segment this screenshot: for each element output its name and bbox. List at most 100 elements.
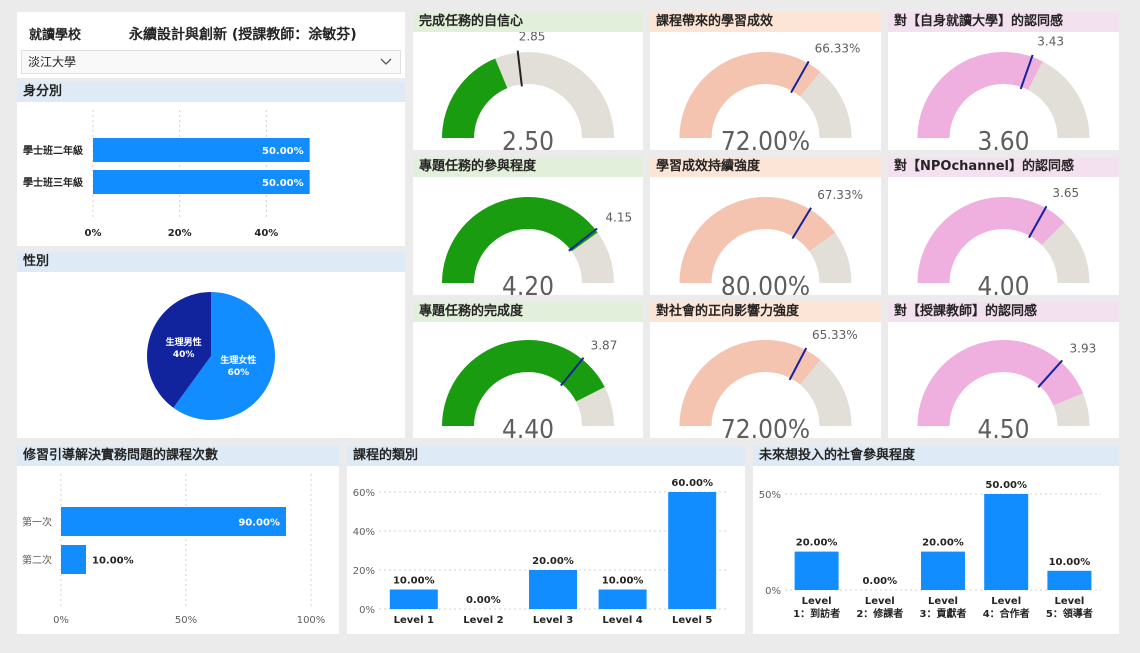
gauge-card: 專題任務的參與程度 4.15 4.20 <box>413 157 643 295</box>
gauge-target-label: 3.93 <box>1070 341 1097 355</box>
identity-x-tick: 0% <box>85 228 102 239</box>
course-type-section-title: 課程的類別 <box>347 446 745 466</box>
gauge-target-marker <box>790 60 810 94</box>
social-category-label: Level <box>1054 596 1084 607</box>
page-title: 永續設計與創新 (授課教師：涂敏芬) <box>129 27 357 43</box>
gauge-value-label: 72.00% <box>721 127 810 150</box>
coursetype-category-label: Level 4 <box>602 615 642 626</box>
social-data-label: 20.00% <box>796 538 838 549</box>
identity-section-title: 身分別 <box>17 82 405 102</box>
courses-x-tick: 50% <box>175 615 197 626</box>
coursetype-bar[interactable] <box>389 589 438 610</box>
social-category-label: Level <box>802 596 832 607</box>
identity-data-label: 50.00% <box>262 146 304 157</box>
gauge-chart: 65.33% 72.00% <box>679 328 858 438</box>
courses-x-tick: 0% <box>53 615 69 626</box>
gauge-value-label: 4.40 <box>502 415 554 438</box>
coursetype-category-label: Level 3 <box>533 615 573 626</box>
coursetype-category-label: Level 1 <box>394 615 434 626</box>
gauge-value-arc <box>679 197 836 283</box>
identity-data-label: 50.00% <box>262 178 304 189</box>
gauge-value-label: 4.00 <box>977 272 1029 295</box>
gauge-target-marker <box>1019 54 1034 90</box>
social-bar[interactable] <box>921 551 965 590</box>
pie-slice[interactable] <box>147 292 211 408</box>
identity-bar[interactable] <box>93 170 310 194</box>
social-data-label: 0.00% <box>862 576 897 587</box>
identity-bar-chart: 0% 20% 40% 學士班二年級 50.00% 學士班三年級 50.00% <box>23 110 310 239</box>
gauge-card: 學習成效持續強度 67.33% 80.00% <box>650 157 881 295</box>
gauge-chart: 2.85 2.50 <box>442 32 614 150</box>
gauge-target-marker <box>1028 205 1048 239</box>
chevron-down-icon[interactable] <box>380 51 392 80</box>
gauge-value-label: 72.00% <box>721 415 810 438</box>
coursetype-data-label: 20.00% <box>532 556 574 567</box>
gauge-chart: 3.87 4.40 <box>442 339 617 438</box>
courses-bar[interactable] <box>61 545 86 574</box>
identity-bar[interactable] <box>93 138 310 162</box>
gauge-card: 完成任務的自信心 2.85 2.50 <box>413 12 643 150</box>
social-category-label: 1：到訪者 <box>793 607 840 620</box>
courses-count-panel: 修習引導解決實務問題的課程次數 0% 50% 100% 第一次 90.00% 第二次 10.… <box>17 446 339 634</box>
social-category-label: Level <box>991 596 1021 607</box>
courses-bar[interactable] <box>61 507 286 536</box>
social-bar[interactable] <box>794 551 839 590</box>
gauge-target-marker <box>516 50 523 87</box>
coursetype-y-tick: 40% <box>353 527 375 538</box>
identity-category-label: 學士班二年級 <box>23 144 83 157</box>
gauge-value-arc <box>917 339 1083 426</box>
coursetype-data-label: 10.00% <box>393 576 435 587</box>
school-dropdown[interactable]: 淡江大學 <box>21 50 401 74</box>
social-category-label: 4：合作者 <box>983 607 1030 620</box>
social-category-label: Level <box>865 596 895 607</box>
courses-category-label: 第二次 <box>22 554 52 567</box>
gauge-target-label: 67.33% <box>817 188 863 202</box>
gender-pie-chart: 生理女性 60% 生理男性 40% <box>147 292 275 420</box>
identity-x-tick: 40% <box>254 228 278 239</box>
social-data-label: 10.00% <box>1049 557 1091 568</box>
coursetype-y-tick: 0% <box>359 605 375 616</box>
pie-slice[interactable] <box>173 292 275 420</box>
gauge-title: 對【自身就讀大學】的認同感 <box>888 12 1119 32</box>
course-type-bar-chart: 0% 20% 40% 60% 10.00% Level 1 0.00% Level 2 20.0… <box>353 478 727 626</box>
gauge-target-marker <box>1037 359 1063 388</box>
gauge-target-marker <box>788 347 808 381</box>
coursetype-data-label: 0.00% <box>466 595 501 606</box>
coursetype-bar[interactable] <box>598 589 647 610</box>
coursetype-category-label: Level 5 <box>672 615 712 626</box>
identity-x-tick: 20% <box>168 228 192 239</box>
gauge-target-label: 3.43 <box>1037 34 1064 48</box>
gauge-card: 課程帶來的學習成效 66.33% 72.00% <box>650 12 881 150</box>
gauge-title: 對【NPOchannel】的認同感 <box>888 157 1119 177</box>
identity-category-label: 學士班三年級 <box>23 176 83 189</box>
gauge-title: 完成任務的自信心 <box>413 12 643 32</box>
gauge-chart: 3.43 3.60 <box>917 34 1090 150</box>
gauge-value-arc <box>442 340 605 426</box>
gauge-card: 專題任務的完成度 3.87 4.40 <box>413 302 643 438</box>
gender-panel: 性別 生理女性 60% 生理男性 40% <box>17 252 405 438</box>
gauge-card: 對社會的正向影響力強度 65.33% 72.00% <box>650 302 881 438</box>
courses-count-bar-chart: 0% 50% 100% 第一次 90.00% 第二次 10.00% <box>22 474 325 626</box>
gauge-target-marker <box>568 227 598 252</box>
social-bar[interactable] <box>984 494 1029 590</box>
social-bar[interactable] <box>1047 570 1092 590</box>
gauge-value-arc <box>679 340 821 426</box>
gauge-target-marker <box>560 357 585 387</box>
gauge-title: 課程帶來的學習成效 <box>650 12 881 32</box>
courses-data-label: 90.00% <box>238 518 280 529</box>
gauge-value-arc <box>442 197 598 283</box>
social-category-label: 3：貢獻者 <box>920 607 967 620</box>
social-category-label: 5：領導者 <box>1046 607 1093 620</box>
gauge-value-arc <box>917 52 1043 138</box>
gauge-chart: 3.65 4.00 <box>917 186 1090 295</box>
coursetype-bar[interactable] <box>668 492 717 609</box>
gauge-title: 專題任務的參與程度 <box>413 157 643 177</box>
gauge-chart: 66.33% 72.00% <box>679 41 860 150</box>
gauge-value-label: 2.50 <box>502 127 554 150</box>
coursetype-bar[interactable] <box>529 570 577 609</box>
gauge-value-arc <box>442 58 508 139</box>
courses-count-section-title: 修習引導解決實務問題的課程次數 <box>17 446 339 466</box>
social-section-title: 未來想投入的社會參與程度 <box>753 446 1119 466</box>
courses-data-label: 10.00% <box>92 556 134 567</box>
identity-panel: 身分別 0% 20% 40% 學士班二年級 50.00% 學士班三年級 50.00% <box>17 82 405 246</box>
